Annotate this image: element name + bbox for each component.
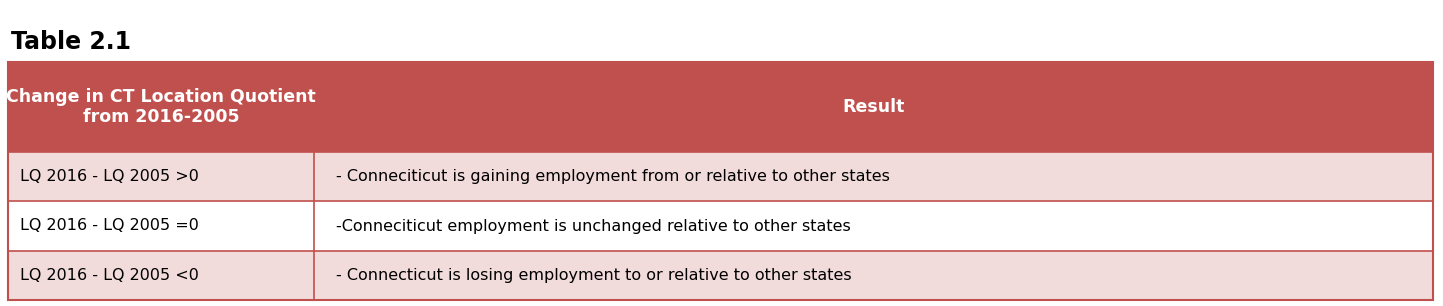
Bar	[9, 62, 1433, 152]
Text: Result: Result	[843, 98, 905, 116]
Text: - Connecticut is losing employment to or relative to other states: - Connecticut is losing employment to or…	[336, 268, 851, 283]
Text: -Conneciticut employment is unchanged relative to other states: -Conneciticut employment is unchanged re…	[336, 218, 851, 233]
Text: - Conneciticut is gaining employment from or relative to other states: - Conneciticut is gaining employment fro…	[336, 169, 890, 184]
Text: LQ 2016 - LQ 2005 <0: LQ 2016 - LQ 2005 <0	[20, 268, 199, 283]
Text: Change in CT Location Quotient
from 2016-2005: Change in CT Location Quotient from 2016…	[6, 88, 316, 126]
Bar	[9, 152, 1433, 201]
Bar	[9, 251, 1433, 300]
Text: LQ 2016 - LQ 2005 >0: LQ 2016 - LQ 2005 >0	[20, 169, 199, 184]
Bar	[9, 201, 1433, 251]
Bar	[9, 62, 1433, 300]
Text: LQ 2016 - LQ 2005 =0: LQ 2016 - LQ 2005 =0	[20, 218, 199, 233]
Text: Table 2.1: Table 2.1	[12, 30, 131, 54]
